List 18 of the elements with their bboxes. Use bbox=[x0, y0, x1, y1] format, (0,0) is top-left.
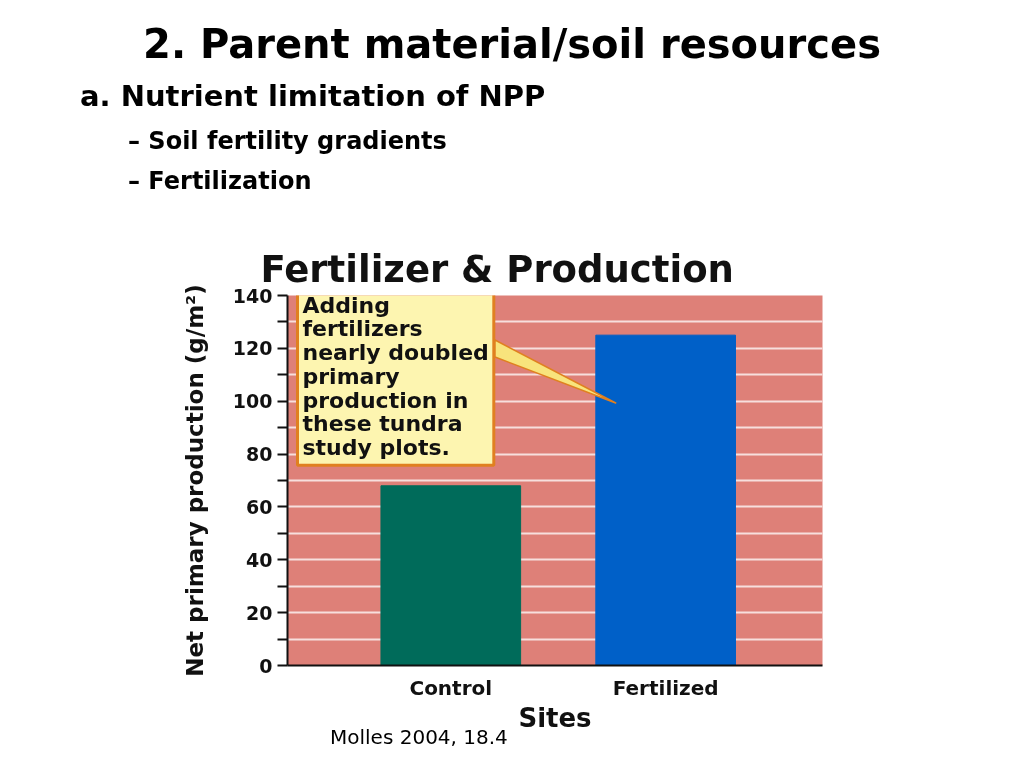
text: a. Nutrient limitation of NPP bbox=[80, 78, 546, 115]
x-tick-label: Fertilized bbox=[612, 675, 719, 700]
text: 2. Parent material/soil resources bbox=[142, 20, 882, 69]
x-tick-label: Control bbox=[409, 675, 493, 700]
x-axis-title: Sites bbox=[518, 702, 592, 733]
y-tick-label: 60 bbox=[246, 495, 273, 518]
y-tick-label: 0 bbox=[259, 654, 273, 677]
text: – Fertilization bbox=[128, 166, 312, 197]
y-tick-label: 100 bbox=[232, 390, 273, 413]
y-tick-label: 140 bbox=[232, 284, 273, 307]
y-tick-label: 20 bbox=[246, 601, 273, 624]
y-tick-label: 40 bbox=[246, 548, 273, 571]
y-tick-label: 80 bbox=[246, 443, 273, 466]
annotation: Adding fertilizers nearly doubled primary production in these tundra study plots. bbox=[302, 292, 489, 461]
text: – Soil fertility gradients bbox=[128, 126, 447, 157]
y-tick-label: 120 bbox=[232, 337, 273, 360]
text: Molles 2004, 18.4 bbox=[330, 724, 508, 751]
y-axis-title: Net primary production (g/m²) bbox=[181, 284, 208, 677]
